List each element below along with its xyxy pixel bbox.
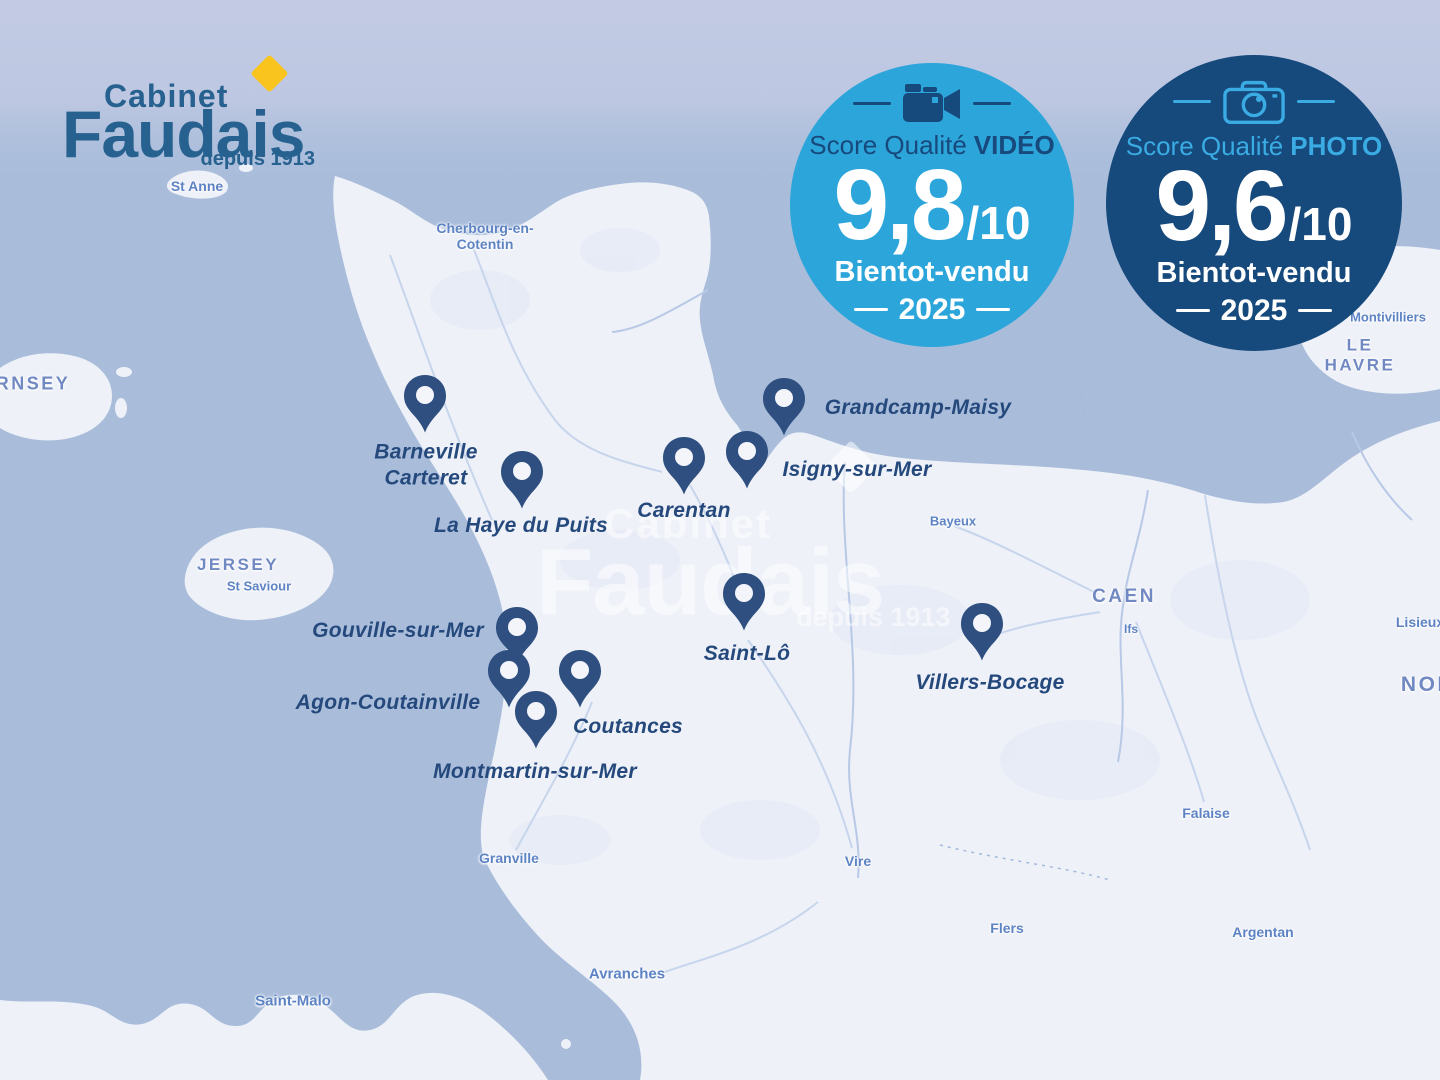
diamond-icon <box>250 54 289 93</box>
score-denominator: /10 <box>966 196 1031 249</box>
badge-title-emphasis: PHOTO <box>1290 130 1383 161</box>
location-pin-icon <box>404 375 446 433</box>
map-pin-isigny-sur-mer[interactable] <box>725 430 769 490</box>
pin-label-isigny-sur-mer: Isigny-sur-Mer <box>782 458 932 482</box>
decorative-line <box>1297 100 1335 103</box>
badge-year: 2025 <box>898 292 966 326</box>
video-score-badge: Score Qualité VIDÉO 9,8 /10 Bientot-vendu… <box>790 63 1074 347</box>
badge-title-emphasis: VIDÉO <box>973 129 1055 160</box>
pin-label-gouville-sur-mer: Gouville-sur-Mer <box>312 619 484 643</box>
pin-label-montmartin-sur-mer: Montmartin-sur-Mer <box>433 760 637 784</box>
place-label-guernsey: RNSEY <box>0 373 71 394</box>
badge-title-prefix: Score Qualité <box>1125 130 1284 161</box>
map-pin-la-haye-du-puits[interactable] <box>500 450 544 510</box>
video-badge-title: Score Qualité VIDÉO <box>809 130 1054 161</box>
decorative-line <box>853 308 888 311</box>
score-number: 9,8 <box>833 148 967 261</box>
photo-badge-year-row: 2025 <box>1175 293 1333 328</box>
decorative-line <box>1173 100 1211 103</box>
map-pin-coutances[interactable] <box>558 649 602 709</box>
pin-label-villers-bocage: Villers-Bocage <box>915 671 1065 695</box>
video-score-value: 9,8 /10 <box>833 148 1031 261</box>
cabinet-faudais-logo: Cabinet Faudais depuis 1913 <box>58 52 324 174</box>
location-pin-icon <box>723 573 765 631</box>
score-number: 9,6 <box>1155 149 1289 262</box>
location-pin-icon <box>726 431 768 489</box>
decorative-line <box>1175 309 1210 312</box>
location-pin-icon <box>515 691 557 749</box>
place-label-avranches: Avranches <box>588 965 666 983</box>
logo-brand-top: Cabinet <box>104 78 229 114</box>
map-pin-montmartin-sur-mer[interactable] <box>514 690 558 750</box>
place-label-cherbourg: Cherbourg-en- Cotentin <box>436 219 534 252</box>
badge-title-prefix: Score Qualité <box>809 129 967 160</box>
place-label-flers: Flers <box>990 919 1024 936</box>
place-label-jersey: JERSEY <box>196 555 280 575</box>
video-badge-subtitle: Bientot-vendu <box>834 255 1030 288</box>
place-label-lisieux: Lisieux <box>1395 613 1440 630</box>
map-pin-gouville-sur-mer[interactable] <box>495 606 539 666</box>
location-pin-icon <box>501 451 543 509</box>
place-label-saint-malo: Saint-Malo <box>255 992 331 1010</box>
pin-label-barneville-carteret: Barneville Carteret <box>374 440 478 489</box>
score-denominator: /10 <box>1288 197 1353 250</box>
place-label-montivilliers: Montivilliers <box>1350 309 1426 325</box>
pin-label-grandcamp-maisy: Grandcamp-Maisy <box>824 396 1012 420</box>
place-label-bayeux: Bayeux <box>929 513 977 529</box>
decorative-line <box>973 102 1011 105</box>
decorative-line <box>853 102 891 105</box>
location-pin-icon <box>496 607 538 665</box>
map-pin-barneville-carteret[interactable] <box>403 374 447 434</box>
logo-tagline: depuis 1913 <box>200 148 315 170</box>
decorative-line <box>976 308 1011 311</box>
place-label-granville: Granville <box>479 849 539 866</box>
photo-badge-icon-row <box>1173 79 1335 125</box>
location-pin-icon <box>961 603 1003 661</box>
map-pin-villers-bocage[interactable] <box>960 602 1004 662</box>
photo-score-badge: Score Qualité PHOTO 9,6 /10 Bientot-vendu… <box>1106 55 1402 351</box>
photo-camera-icon <box>1223 80 1285 124</box>
badge-year: 2025 <box>1220 293 1288 327</box>
map-pin-grandcamp-maisy[interactable] <box>762 377 806 437</box>
place-label-caen: CAEN <box>1092 586 1156 608</box>
logo-brand-main: Faudais <box>62 97 305 171</box>
location-pin-icon <box>663 437 705 495</box>
pin-label-agon-coutainville: Agon-Coutainville <box>295 691 481 715</box>
place-label-st-anne: St Anne <box>170 177 224 194</box>
map-pin-agon-coutainville[interactable] <box>487 649 531 709</box>
photo-score-value: 9,6 /10 <box>1155 149 1353 262</box>
location-pin-icon <box>559 650 601 708</box>
place-label-ifs: Ifs <box>1123 622 1139 637</box>
video-badge-icon-row <box>853 83 1011 124</box>
video-badge-year-row: 2025 <box>853 292 1011 327</box>
pin-label-la-haye-du-puits: La Haye du Puits <box>433 514 609 538</box>
decorative-line <box>1298 309 1333 312</box>
place-label-normandie-partial: NOR <box>1400 672 1440 696</box>
photo-badge-subtitle: Bientot-vendu <box>1156 256 1352 289</box>
photo-badge-title: Score Qualité PHOTO <box>1126 131 1383 162</box>
place-label-argentan: Argentan <box>1232 923 1294 940</box>
map-pin-carentan[interactable] <box>662 436 706 496</box>
location-pin-icon <box>763 378 805 436</box>
place-label-le-havre: LE HAVRE <box>1324 335 1396 374</box>
map-pin-saint-lo[interactable] <box>722 572 766 632</box>
place-label-falaise: Falaise <box>1182 804 1230 821</box>
place-label-vire: Vire <box>844 852 872 869</box>
location-pin-icon <box>488 650 530 708</box>
pin-label-saint-lo: Saint-Lô <box>703 642 791 666</box>
pin-label-coutances: Coutances <box>572 715 684 739</box>
pin-label-carentan: Carentan <box>637 499 731 523</box>
video-camera-icon <box>903 83 960 122</box>
place-label-st-saviour: St Saviour <box>226 578 292 594</box>
